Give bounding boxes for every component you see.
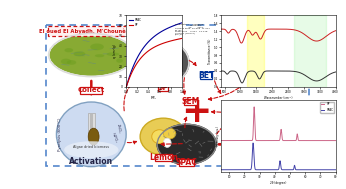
Ellipse shape: [64, 48, 73, 52]
Ellipse shape: [88, 128, 99, 145]
Ellipse shape: [95, 54, 104, 57]
Ellipse shape: [166, 67, 170, 73]
Ellipse shape: [163, 128, 176, 139]
Y-axis label: Intensity (a.u.): Intensity (a.u.): [216, 126, 220, 146]
Ellipse shape: [174, 50, 177, 55]
FancyBboxPatch shape: [158, 84, 169, 91]
Bar: [294, 15, 326, 87]
X-axis label: Wavenumber (cm⁻¹): Wavenumber (cm⁻¹): [264, 96, 293, 100]
Y-axis label: Transmittance (%): Transmittance (%): [208, 38, 212, 64]
Text: Lemon: Lemon: [149, 153, 178, 162]
FancyBboxPatch shape: [81, 87, 102, 94]
Ellipse shape: [166, 75, 170, 79]
FancyBboxPatch shape: [88, 113, 94, 137]
SP: [134, 64, 138, 67]
SPAC: [143, 45, 147, 47]
Ellipse shape: [56, 102, 126, 167]
Text: BET: BET: [198, 70, 214, 80]
FancyBboxPatch shape: [184, 98, 197, 105]
Text: El oued El Abyadh, M'Chounèche: El oued El Abyadh, M'Chounèche: [39, 29, 136, 34]
SPAC: [142, 46, 146, 48]
Ellipse shape: [166, 49, 171, 52]
SPAC: [138, 51, 143, 53]
Ellipse shape: [141, 55, 146, 58]
SP: [124, 86, 128, 88]
Bar: [247, 15, 264, 87]
Ellipse shape: [151, 66, 155, 70]
Ellipse shape: [159, 70, 164, 74]
FancyBboxPatch shape: [90, 114, 93, 137]
SPAC: [134, 60, 138, 62]
FancyBboxPatch shape: [179, 159, 194, 166]
SPAC: [140, 48, 144, 51]
Ellipse shape: [152, 130, 167, 144]
Line: SP: SP: [126, 38, 182, 87]
Ellipse shape: [152, 62, 158, 65]
Ellipse shape: [73, 51, 85, 56]
FancyBboxPatch shape: [247, 125, 260, 132]
Text: Algae dried biomass: Algae dried biomass: [73, 145, 109, 149]
Ellipse shape: [146, 70, 149, 76]
Ellipse shape: [147, 48, 150, 54]
Ellipse shape: [61, 59, 71, 64]
Text: Activation: Activation: [69, 157, 113, 166]
Legend: SPAC, SP: SPAC, SP: [128, 16, 143, 28]
Ellipse shape: [138, 41, 189, 84]
Text: Collect: Collect: [78, 88, 105, 93]
Text: FT-IR: FT-IR: [248, 70, 270, 80]
Text: Directly used as an
adsorbent to remove
Cu (II) ions: Directly used as an adsorbent to remove …: [237, 135, 307, 153]
Ellipse shape: [157, 124, 216, 164]
Ellipse shape: [161, 49, 170, 55]
Ellipse shape: [181, 72, 186, 74]
Ellipse shape: [164, 46, 171, 49]
Ellipse shape: [175, 56, 180, 60]
SP: [180, 37, 184, 40]
Ellipse shape: [170, 59, 173, 63]
X-axis label: 2θ (degree): 2θ (degree): [270, 181, 287, 185]
Ellipse shape: [64, 141, 118, 158]
Ellipse shape: [176, 51, 180, 54]
Text: H₃PO₄: H₃PO₄: [111, 132, 118, 144]
Text: SEM: SEM: [181, 98, 200, 106]
SPAC: [159, 31, 163, 33]
Ellipse shape: [67, 60, 76, 65]
Text: ZnCl₂: ZnCl₂: [116, 124, 122, 134]
Ellipse shape: [49, 33, 134, 77]
SP: [140, 55, 144, 58]
Legend: SP, SPAC: SP, SPAC: [320, 101, 334, 113]
FancyBboxPatch shape: [200, 72, 212, 78]
SP: [143, 53, 147, 55]
Ellipse shape: [116, 59, 123, 63]
Line: SPAC: SPAC: [126, 23, 182, 87]
Text: XRD: XRD: [244, 124, 262, 133]
Text: SPAC: SPAC: [176, 158, 198, 167]
Text: Parameters     Prepared
                    materials
                  SP      : Parameters Prepared materials SP: [175, 24, 210, 36]
Text: +: +: [181, 95, 211, 129]
SP: [142, 53, 146, 56]
Ellipse shape: [140, 118, 186, 155]
Text: SP: SP: [158, 83, 169, 92]
Ellipse shape: [107, 52, 119, 56]
SP: [159, 43, 163, 45]
SPAC: [124, 86, 128, 88]
FancyBboxPatch shape: [155, 154, 172, 161]
Text: Pyrolysis (600°C): Pyrolysis (600°C): [58, 118, 62, 151]
X-axis label: P/P₀: P/P₀: [151, 96, 157, 100]
FancyBboxPatch shape: [250, 72, 267, 78]
Ellipse shape: [163, 138, 171, 147]
SP: [138, 57, 143, 60]
SPAC: [180, 22, 184, 24]
FancyBboxPatch shape: [242, 129, 302, 159]
Ellipse shape: [90, 43, 104, 50]
Y-axis label: q (cm³/g): q (cm³/g): [113, 44, 117, 58]
FancyBboxPatch shape: [47, 26, 128, 36]
Ellipse shape: [154, 76, 162, 80]
